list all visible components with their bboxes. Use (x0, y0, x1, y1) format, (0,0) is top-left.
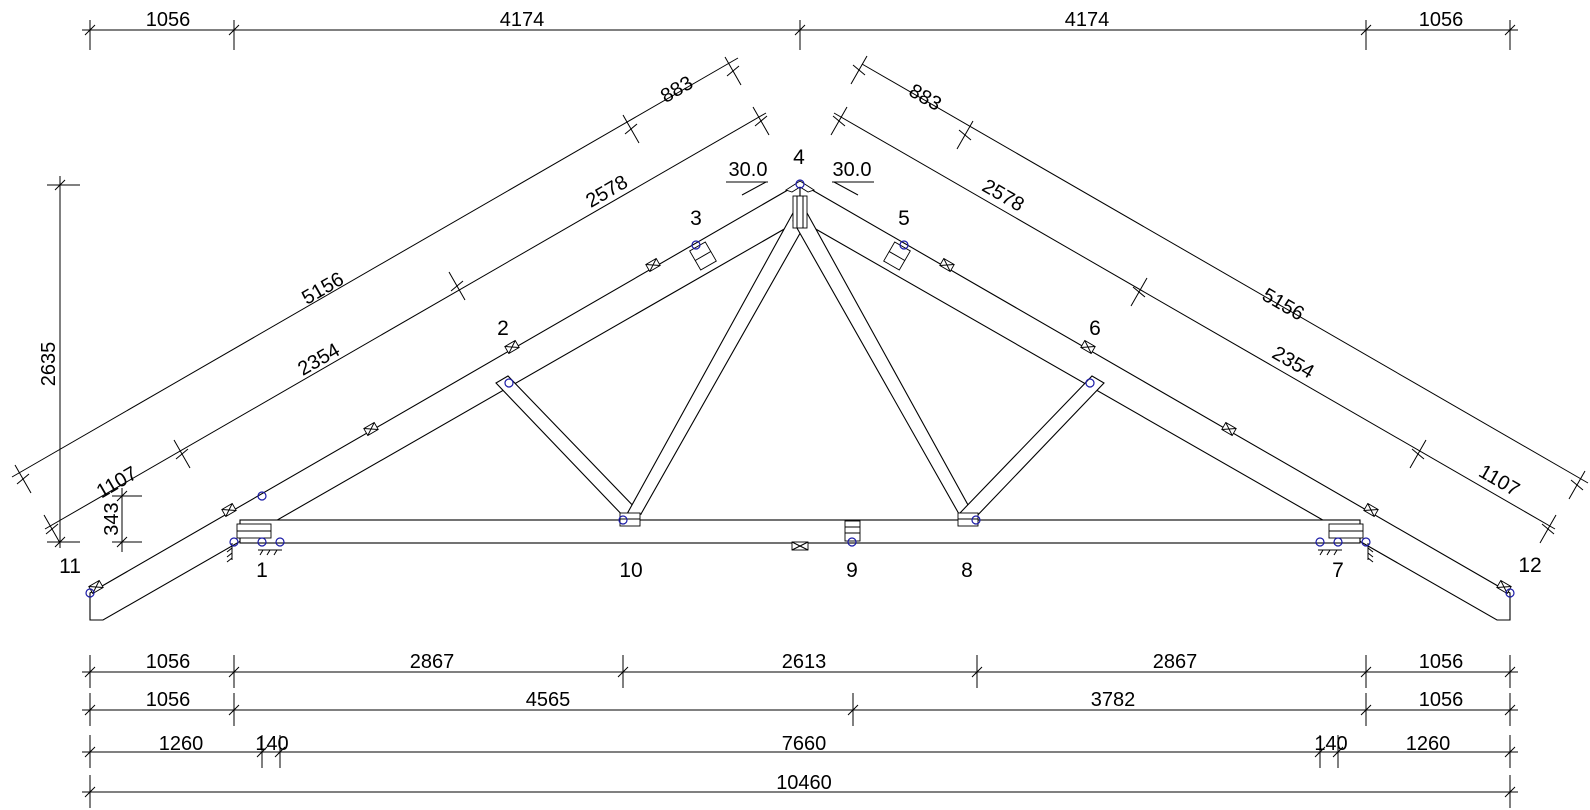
node-label-10: 10 (619, 559, 642, 582)
angle-left: 30.0 (726, 159, 768, 196)
plate-node-9 (844, 520, 861, 542)
bottom-chord (239, 519, 1361, 544)
node-label-6: 6 (1089, 317, 1101, 340)
node-label-11: 11 (59, 555, 81, 578)
dim-bottom-row1-1: 1056 (146, 651, 191, 673)
dim-bottom-row2-2: 4565 (526, 689, 571, 711)
dim-bottom-row1-4: 2867 (1153, 651, 1198, 673)
dim-bottom-row1-3: 2613 (782, 651, 827, 673)
node-pins (85, 179, 1515, 598)
angle-right: 30.0 (832, 159, 874, 196)
dim-bottom-row4-1: 10460 (776, 772, 832, 794)
node-label-3: 3 (690, 207, 702, 230)
dim-top: 1056 4174 4174 1056 (82, 9, 1518, 50)
truss-members (89, 182, 1511, 621)
dim-top-4: 1056 (1419, 9, 1464, 31)
support-left (226, 543, 282, 563)
web-6-8 (958, 375, 1105, 521)
dim-left-outer-2: 5156 (298, 268, 348, 309)
dim-left-small: 343 (101, 488, 142, 552)
node-label-12: 12 (1518, 554, 1541, 577)
dim-bottom-row3-3: 7660 (782, 733, 827, 755)
dim-bottom-row2-4: 1056 (1419, 689, 1464, 711)
dim-right-outer-3: 1107 (1475, 461, 1523, 502)
node-label-5: 5 (898, 207, 910, 230)
node-label-2: 2 (497, 317, 509, 340)
node-label-4: 4 (793, 146, 805, 169)
node-label-7: 7 (1332, 559, 1344, 582)
dim-bottom-row2-1: 1056 (146, 689, 191, 711)
dim-bottom-row3-4: 140 (1314, 733, 1347, 755)
dim-left-inner-2: 2578 (582, 171, 632, 212)
dim-left-inner-1: 2354 (294, 339, 344, 380)
dim-left-outer-3: 883 (657, 72, 697, 108)
dim-bottom-row2: 1056 4565 3782 1056 (82, 689, 1518, 726)
dim-bottom-row3-1: 1260 (159, 733, 204, 755)
dim-right-outer-2: 5156 (1258, 284, 1308, 325)
angle-left-value: 30.0 (729, 159, 768, 181)
dim-bottom-row3: 1260 140 7660 140 1260 (82, 733, 1518, 768)
dim-top-1: 1056 (146, 9, 191, 31)
dim-bottom-row1-5: 1056 (1419, 651, 1464, 673)
plate-ridge (784, 180, 816, 193)
dim-right-outer-1: 883 (905, 80, 945, 116)
angle-right-value: 30.0 (833, 159, 872, 181)
plate-apex (792, 195, 808, 229)
dim-bottom-row3-5: 1260 (1406, 733, 1451, 755)
connector-plates (236, 180, 1364, 542)
dim-top-2: 4174 (500, 9, 545, 31)
top-chord-left (89, 182, 801, 621)
node-labels: 1 2 3 4 5 6 7 8 9 10 11 12 (59, 146, 1542, 582)
dim-bottom-row4: 10460 (82, 772, 1518, 808)
dim-left-height: 2635 (38, 176, 80, 548)
dim-bottom-row1: 1056 2867 2613 2867 1056 (82, 651, 1518, 688)
member-marks (88, 257, 1512, 595)
web-2-10 (495, 375, 642, 521)
dim-left-height-value: 2635 (38, 342, 60, 387)
node-label-8: 8 (961, 559, 973, 582)
dim-bottom-row2-3: 3782 (1091, 689, 1136, 711)
dim-bottom-row1-2: 2867 (410, 651, 455, 673)
dim-top-3: 4174 (1065, 9, 1110, 31)
dim-bottom-row3-2: 140 (255, 733, 288, 755)
dim-left-small-value: 343 (101, 502, 123, 535)
node-label-9: 9 (846, 559, 858, 582)
node-label-1: 1 (256, 559, 268, 582)
